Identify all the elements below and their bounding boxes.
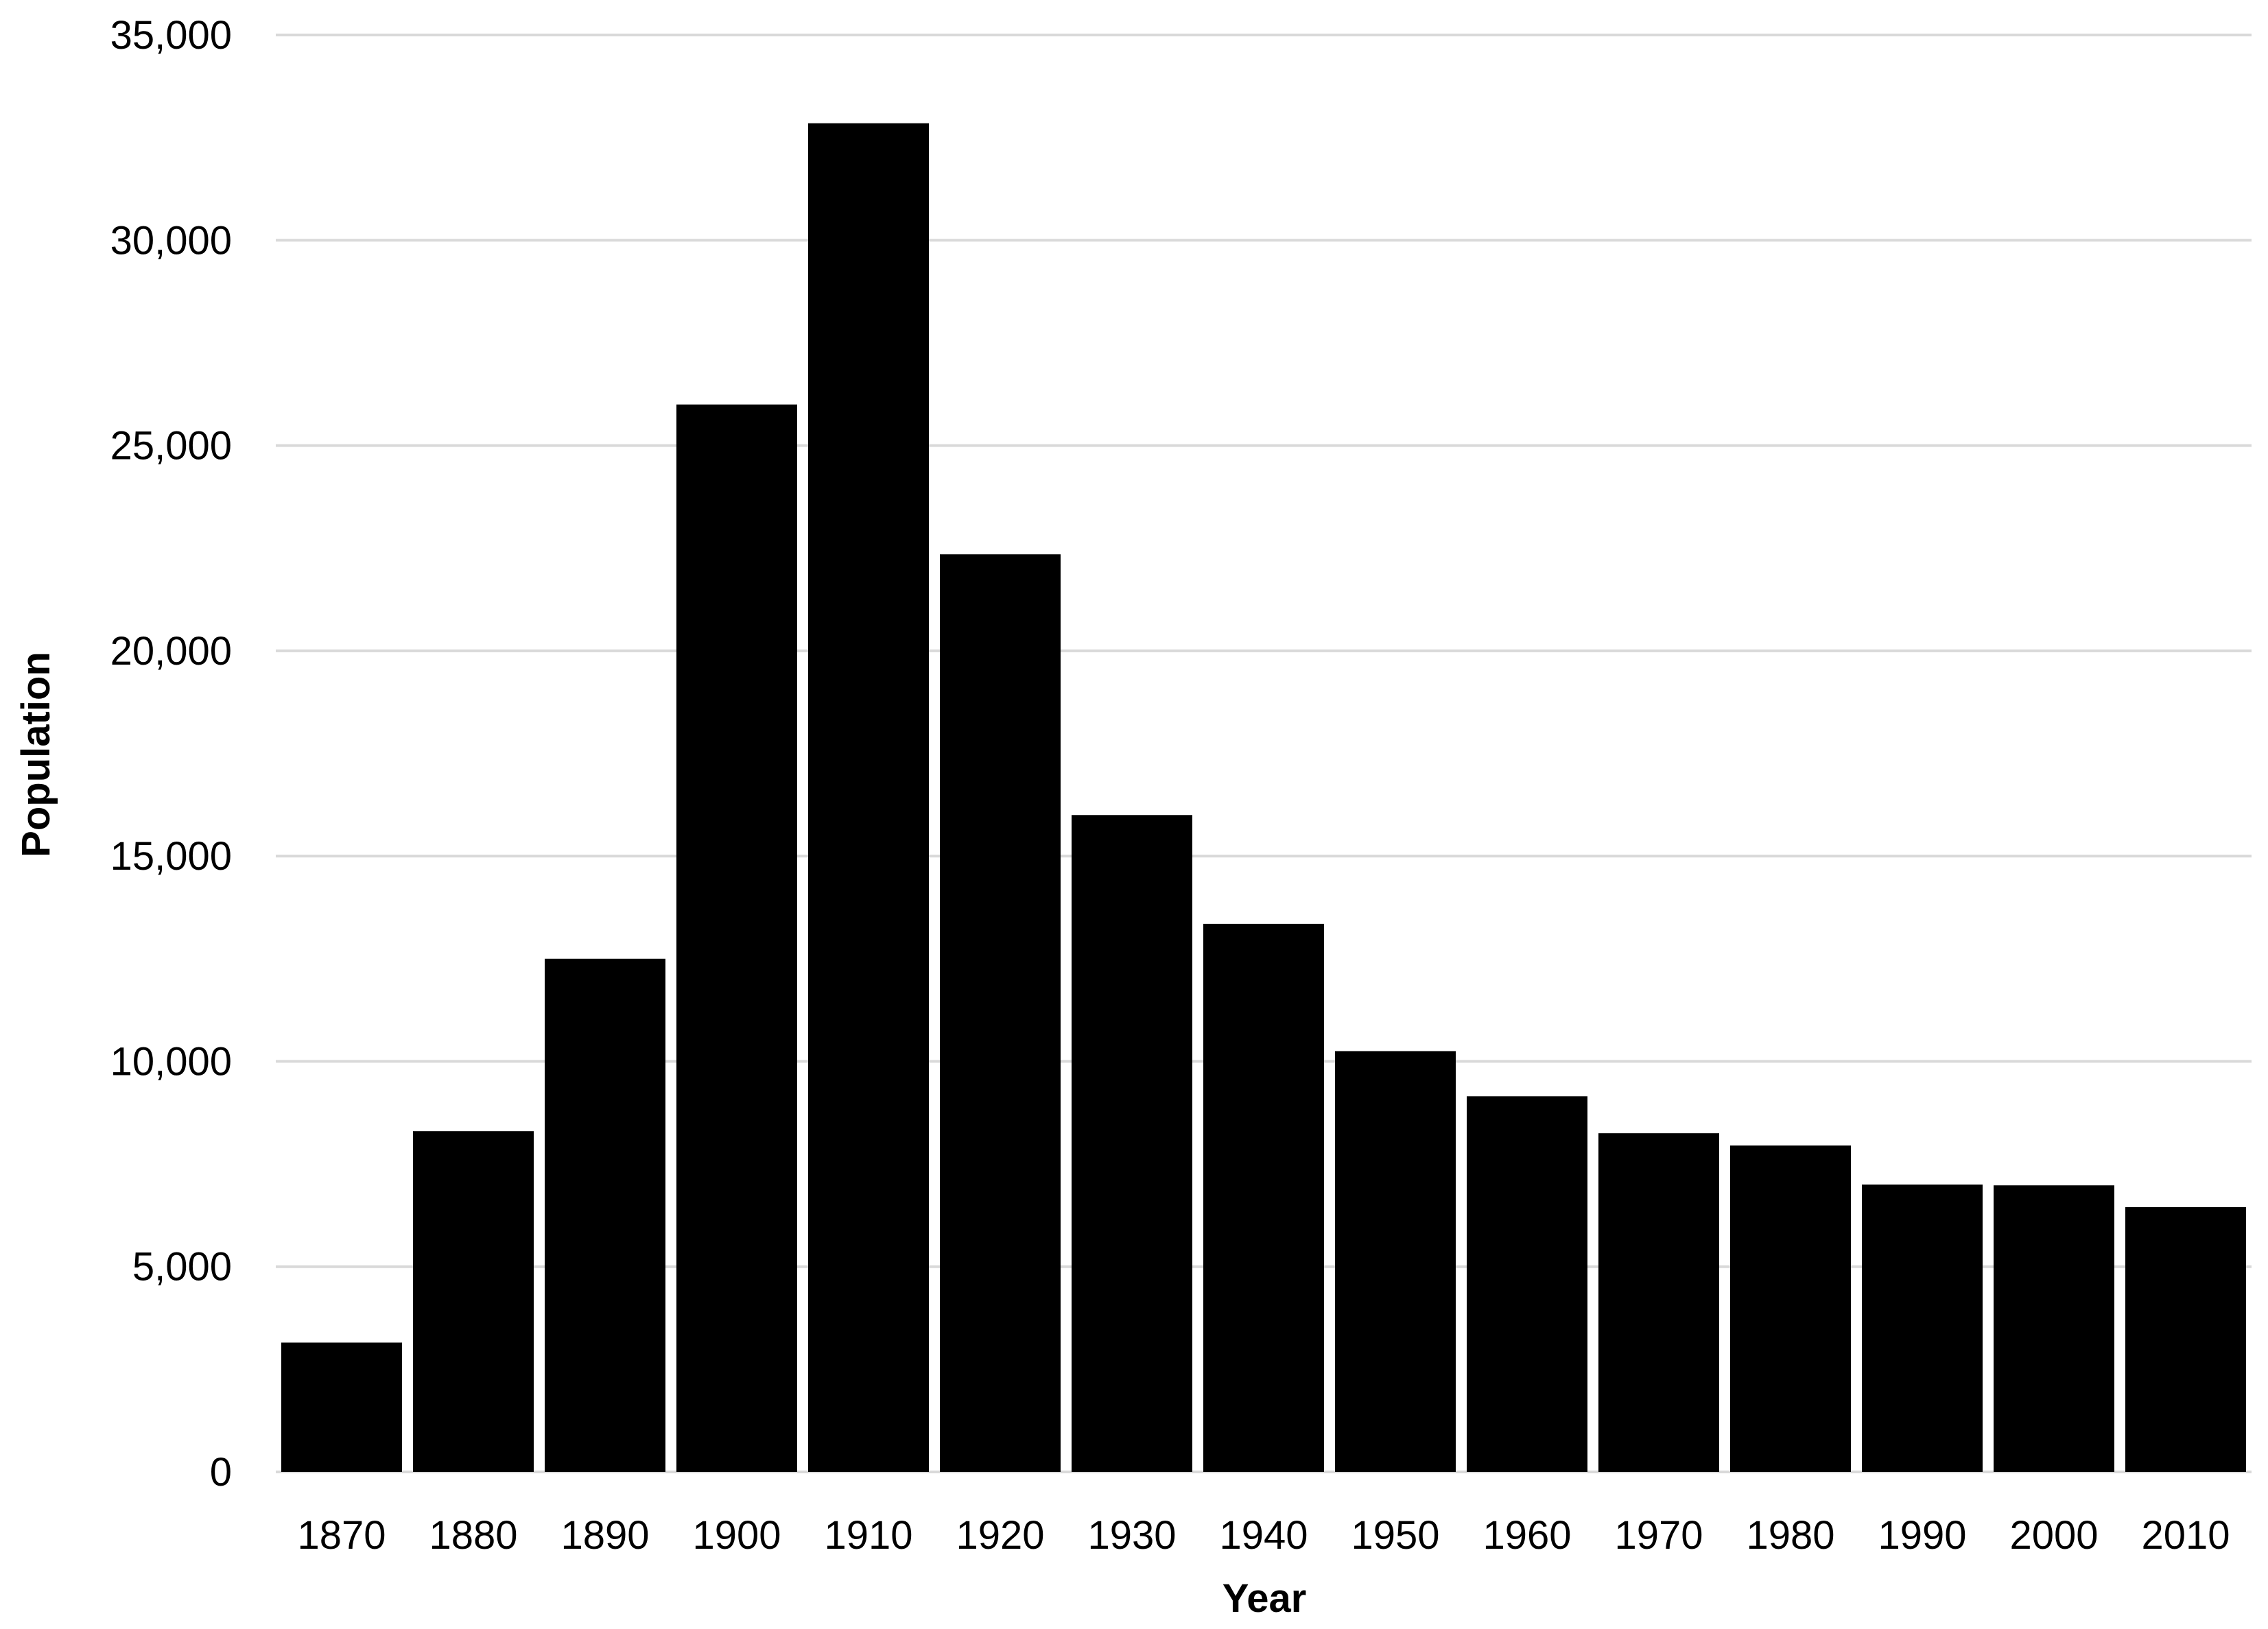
bar-1970	[1598, 1133, 1719, 1472]
bar-1950	[1335, 1051, 1456, 1472]
x-tick-label: 2010	[2141, 1513, 2230, 1558]
x-tick-label: 1930	[1087, 1513, 1176, 1558]
y-tick-label: 15,000	[110, 834, 232, 879]
y-tick-label: 30,000	[110, 218, 232, 263]
x-tick-label: 2000	[2009, 1513, 2098, 1558]
bar-1980	[1730, 1145, 1851, 1472]
bar-1890	[545, 958, 665, 1472]
bar-1870	[281, 1342, 402, 1472]
y-tick-label: 10,000	[110, 1039, 232, 1084]
x-tick-label: 1960	[1483, 1513, 1571, 1558]
bar-1930	[1072, 815, 1192, 1472]
x-tick-label: 1890	[560, 1513, 649, 1558]
x-tick-label: 1900	[692, 1513, 781, 1558]
x-tick-label: 1990	[1878, 1513, 1966, 1558]
bar-1940	[1203, 923, 1324, 1472]
x-tick-label: 1870	[297, 1513, 386, 1558]
bar-1920	[940, 554, 1061, 1472]
x-tick-label: 1880	[429, 1513, 517, 1558]
y-tick-label: 0	[210, 1450, 232, 1495]
bar-2010	[2125, 1206, 2246, 1472]
bar-2000	[1994, 1185, 2114, 1472]
y-axis-title: Population	[14, 652, 58, 857]
y-tick-label: 5,000	[132, 1245, 232, 1289]
x-tick-label: 1980	[1746, 1513, 1834, 1558]
bar-1880	[413, 1131, 534, 1472]
x-tick-labels: 1870 1880 1890 1900 1910 1920 1930 1940 1950 1960…	[297, 1513, 2230, 1558]
bar-1900	[676, 404, 797, 1472]
bar-1910	[808, 123, 929, 1472]
y-tick-label: 25,000	[110, 424, 232, 468]
x-tick-label: 1910	[824, 1513, 912, 1558]
y-tick-label: 35,000	[110, 13, 232, 58]
bar-1990	[1862, 1185, 1983, 1472]
bars	[281, 123, 2246, 1472]
x-axis-title: Year	[1222, 1576, 1307, 1621]
x-tick-label: 1950	[1351, 1513, 1439, 1558]
y-tick-labels: 0 5,000 10,000 15,000 20,000 25,000 30,000 35,0…	[110, 13, 232, 1495]
x-tick-label: 1970	[1614, 1513, 1703, 1558]
x-tick-label: 1940	[1219, 1513, 1308, 1558]
y-tick-label: 20,000	[110, 629, 232, 674]
x-tick-label: 1920	[956, 1513, 1044, 1558]
bar-1960	[1467, 1096, 1587, 1472]
